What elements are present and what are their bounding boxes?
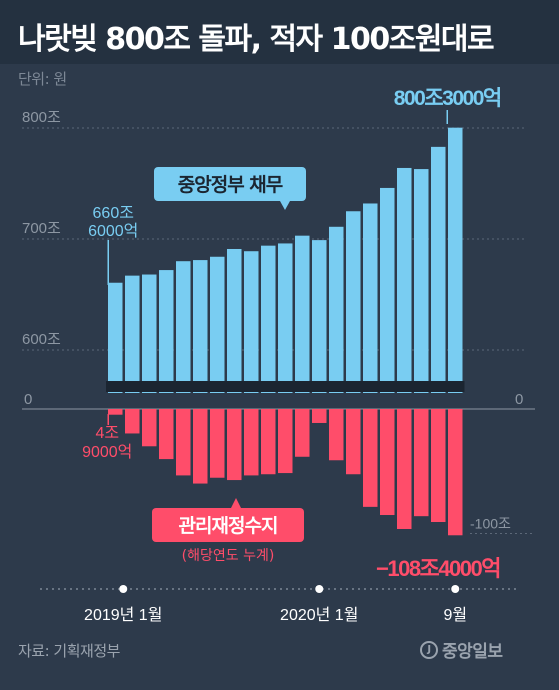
deficit-bar: [244, 409, 259, 476]
deficit-bar: [125, 409, 140, 434]
deficit-axis-tick: -100조: [470, 516, 511, 532]
timeline-dot: [451, 585, 460, 593]
debt-bar: [176, 261, 191, 393]
deficit-bar: [363, 409, 378, 507]
debt-bar: [142, 274, 157, 393]
deficit-bar: [278, 409, 293, 474]
debt-bar: [193, 260, 208, 393]
x-tick-label: 2019년 1월: [84, 606, 162, 624]
header-bar: 나랏빚 800조 돌파, 적자 100조원대로: [0, 0, 559, 64]
debt-axis-tick: 700조: [22, 220, 61, 237]
debt-last-label: 800조3000억: [394, 87, 501, 110]
debt-bar: [159, 270, 174, 393]
deficit-last-label: −108조4000억: [376, 556, 500, 581]
deficit-bar: [159, 409, 174, 460]
x-tick-label: 9월: [443, 606, 467, 624]
timeline-dot: [315, 585, 324, 593]
deficit-bar: [397, 409, 412, 529]
zero-label-right: 0: [515, 391, 523, 408]
deficit-series-label: 관리재정수지: [179, 515, 278, 537]
deficit-bar: [329, 409, 344, 461]
deficit-bar: [431, 409, 446, 523]
axis-break-band: [106, 381, 465, 392]
debt-series-label-pointer: [280, 201, 290, 210]
deficit-bar: [193, 409, 208, 484]
deficit-bar: [414, 409, 429, 517]
debt-bar: [210, 256, 225, 393]
publisher-logo: J 중앙일보: [420, 637, 503, 662]
deficit-bar: [142, 409, 157, 447]
debt-bar: [261, 245, 276, 393]
debt-bar: [448, 127, 463, 394]
deficit-bar: [346, 409, 361, 475]
deficit-bar: [176, 409, 191, 476]
debt-series-label-box: [154, 167, 306, 201]
deficit-bar: [108, 409, 123, 415]
debt-first-label: 6000억: [88, 222, 138, 240]
debt-bar: [380, 187, 395, 393]
deficit-bar: [312, 409, 327, 423]
deficit-first-label: 4조: [95, 425, 119, 442]
deficit-bar: [295, 409, 310, 457]
logo-text: 중앙일보: [442, 642, 503, 662]
timeline-dot: [119, 585, 128, 593]
debt-first-label: 660조: [93, 205, 134, 222]
debt-bar: [295, 235, 310, 393]
debt-bar: [108, 282, 123, 393]
debt-bar: [397, 167, 412, 393]
debt-bar: [346, 211, 361, 393]
deficit-bar: [210, 409, 225, 478]
debt-bar: [125, 275, 140, 393]
x-tick-label: 2020년 1월: [280, 606, 358, 624]
debt-bar: [227, 248, 242, 393]
deficit-series-label-box: [152, 508, 304, 542]
debt-bar: [431, 146, 446, 393]
debt-bar: [244, 251, 259, 393]
deficit-first-label: 9000억: [82, 443, 132, 461]
source-note: 자료: 기획재정부: [18, 642, 120, 660]
debt-series-label: 중앙정부 채무: [178, 174, 283, 196]
unit-label: 단위: 원: [18, 70, 67, 88]
debt-bar: [312, 240, 327, 393]
deficit-bar: [261, 409, 276, 475]
debt-axis-tick: 600조: [22, 331, 61, 348]
deficit-bar: [380, 409, 395, 516]
deficit-bar: [448, 409, 463, 536]
deficit-bar: [227, 409, 242, 481]
chart-title: 나랏빚 800조 돌파, 적자 100조원대로: [18, 22, 495, 57]
deficit-series-label-pointer: [231, 498, 241, 508]
deficit-series-sublabel: (해당연도 누계): [182, 548, 275, 564]
debt-bar: [363, 203, 378, 393]
debt-bar: [278, 243, 293, 393]
debt-axis-tick: 800조: [22, 109, 61, 126]
logo-icon: J: [420, 640, 438, 659]
zero-label-left: 0: [24, 391, 32, 408]
debt-bar: [329, 226, 344, 393]
debt-bar: [414, 169, 429, 393]
